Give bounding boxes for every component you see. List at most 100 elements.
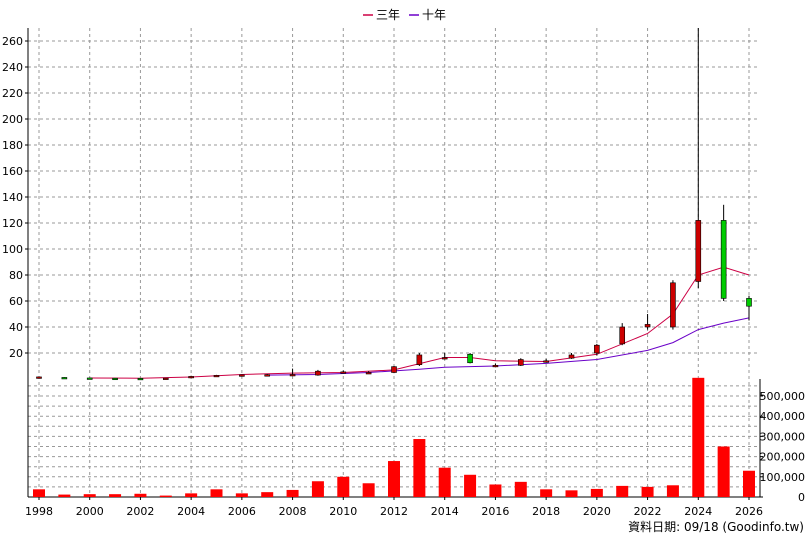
- volume-bar: [514, 481, 527, 497]
- candlesticks: [36, 28, 752, 381]
- price-tick-label: 160: [2, 165, 23, 178]
- x-tick-label: 2012: [380, 505, 408, 518]
- volume-bar: [565, 490, 578, 497]
- candle-body: [86, 377, 93, 380]
- volume-bar: [413, 439, 426, 497]
- volume-bar: [666, 485, 679, 497]
- price-tick-label: 200: [2, 113, 23, 126]
- x-tick-label: 2006: [228, 505, 256, 518]
- footer-date-source: 資料日期: 09/18 (Goodinfo.tw): [628, 520, 804, 534]
- x-axis: 1998 2000 2002 2004 2006 2008 2010 2012 2014 2016…: [25, 497, 763, 518]
- volume-bar: [134, 493, 147, 497]
- x-tick-label: 2020: [583, 505, 611, 518]
- volume-tick-label: 400,000: [760, 410, 806, 423]
- legend-label: 三年: [376, 8, 400, 22]
- candle-body: [61, 377, 68, 380]
- volume-bar: [489, 484, 502, 497]
- x-tick-label: 2004: [177, 505, 205, 518]
- candle-body: [36, 376, 42, 379]
- candle-body: [137, 378, 144, 381]
- x-tick-label: 2008: [279, 505, 307, 518]
- volume-tick-label: 200,000: [760, 451, 806, 464]
- price-tick-label: 40: [9, 321, 23, 334]
- candle-body: [239, 374, 245, 377]
- price-tick-label: 220: [2, 87, 23, 100]
- volume-bar: [743, 470, 755, 497]
- volume-bar: [58, 494, 71, 497]
- candle-body: [365, 372, 372, 375]
- x-tick-label: 2014: [431, 505, 459, 518]
- volume-bar: [159, 495, 172, 497]
- price-tick-label: 60: [9, 295, 23, 308]
- candle-body: [289, 374, 296, 377]
- volume-bar: [337, 476, 350, 497]
- candle-body: [492, 365, 499, 368]
- x-tick-label: 2026: [735, 505, 763, 518]
- candle-body: [391, 366, 397, 373]
- x-tick-label: 2018: [532, 505, 560, 518]
- candle-body: [517, 359, 524, 366]
- volume-bar: [185, 493, 198, 497]
- candle-body: [746, 298, 752, 307]
- legend: 三年 十年: [363, 8, 446, 22]
- candle-body: [264, 374, 271, 377]
- volume-tick-label: 500,000: [760, 390, 806, 403]
- volume-tick-label: 100,000: [760, 471, 806, 484]
- volume-bar: [311, 481, 324, 497]
- candle-body: [543, 360, 549, 363]
- volume-bar: [83, 494, 96, 497]
- volume-bar: [692, 377, 705, 497]
- volume-bar: [641, 486, 654, 497]
- price-tick-label: 240: [2, 61, 23, 74]
- price-tick-label: 20: [9, 347, 23, 360]
- volume-bar: [717, 446, 730, 497]
- x-tick-label: 2010: [329, 505, 357, 518]
- volume-tick-label: 300,000: [760, 430, 806, 443]
- x-tick-label: 2016: [481, 505, 509, 518]
- candle-body: [441, 357, 448, 360]
- volume-axis: 0 100,000 200,000 300,000 400,000 500,000: [760, 390, 806, 504]
- candle-body: [670, 282, 676, 328]
- volume-tick-label: 0: [798, 491, 805, 504]
- candle-body: [112, 377, 118, 381]
- volume-bar: [109, 494, 122, 497]
- volume-bar: [362, 483, 375, 497]
- volume-bar: [235, 493, 248, 497]
- x-tick-label: 1998: [25, 505, 53, 518]
- x-tick-label: 2000: [76, 505, 104, 518]
- candle-body: [188, 376, 194, 379]
- candle-body: [695, 220, 702, 282]
- candle-body: [568, 354, 575, 359]
- candle-body: [340, 371, 347, 374]
- volume-bar: [388, 461, 400, 497]
- x-tick-label: 2022: [634, 505, 662, 518]
- x-tick-label: 2024: [684, 505, 712, 518]
- price-axis: 20 40 60 80 100 120 140 160 180 200 220 240 260: [2, 35, 28, 360]
- candle-body: [594, 344, 600, 354]
- candle-body: [213, 375, 220, 378]
- price-tick-label: 120: [2, 217, 23, 230]
- candle-body: [619, 326, 626, 345]
- volume-bar: [590, 488, 603, 497]
- legend-label: 十年: [422, 8, 446, 22]
- volume-bar: [438, 467, 451, 497]
- volume-bars: [33, 377, 755, 497]
- volume-bar: [616, 485, 629, 497]
- x-tick-label: 2002: [126, 505, 154, 518]
- volume-bar: [464, 474, 477, 497]
- grid: [27, 28, 761, 498]
- candle-body: [416, 354, 423, 366]
- price-tick-label: 180: [2, 139, 23, 152]
- volume-bar: [261, 492, 274, 497]
- candle-body: [162, 377, 169, 380]
- price-tick-label: 100: [2, 243, 23, 256]
- price-tick-label: 80: [9, 269, 23, 282]
- volume-bar: [540, 489, 553, 497]
- price-tick-label: 260: [2, 35, 23, 48]
- candle-body: [315, 370, 321, 376]
- candle-body: [720, 220, 727, 299]
- candle-body: [467, 353, 473, 364]
- price-tick-label: 140: [2, 191, 23, 204]
- candle-body: [644, 324, 651, 328]
